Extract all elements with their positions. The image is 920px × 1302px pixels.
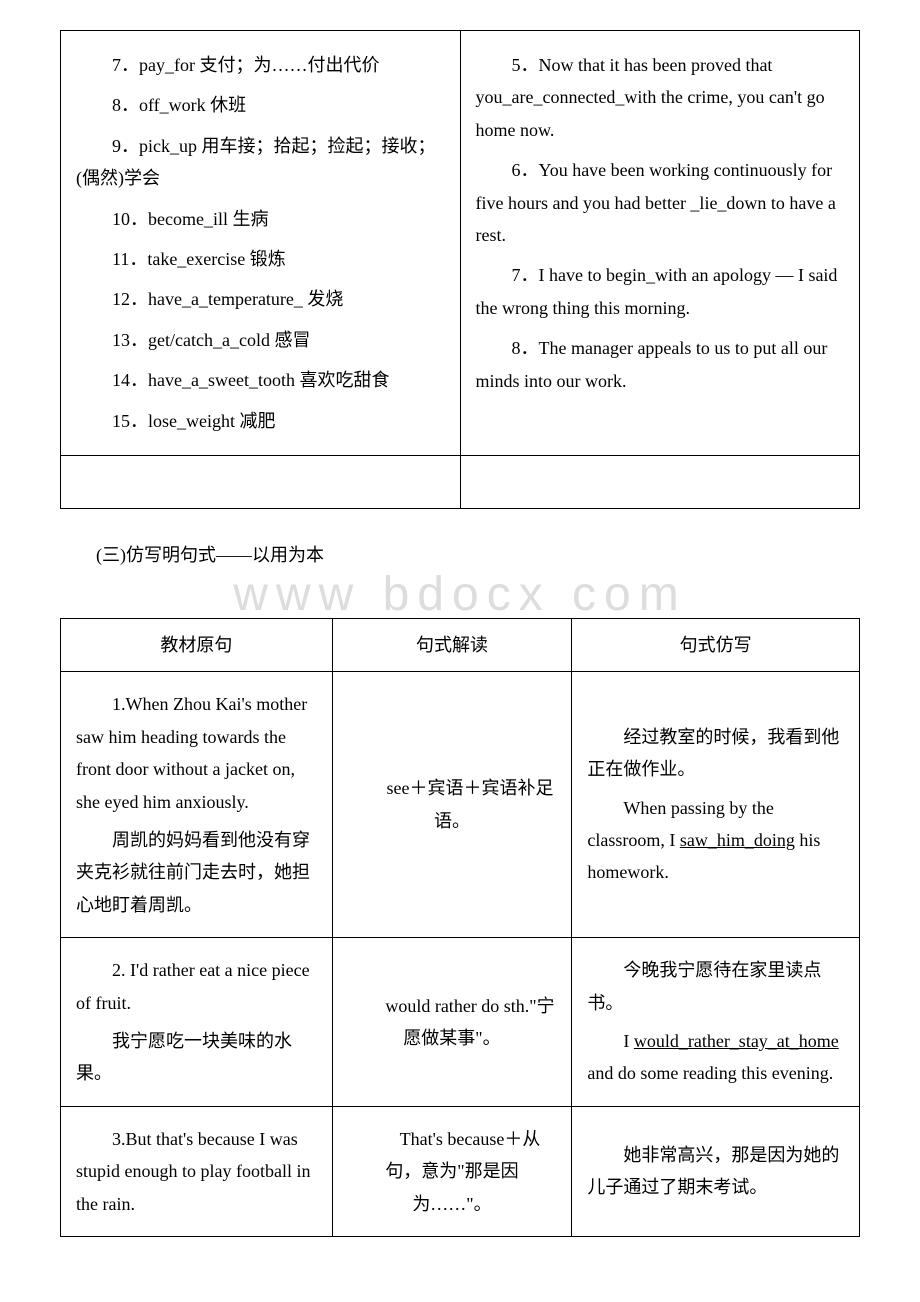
header-explain: 句式解读 bbox=[332, 619, 572, 672]
empty-cell bbox=[61, 455, 461, 508]
sentence-item: 7．I have to begin_with an apology — I sa… bbox=[476, 259, 845, 324]
original-zh: 周凯的妈妈看到他没有穿夹克衫就往前门走去时，她担心地盯着周凯。 bbox=[76, 824, 317, 921]
underlined-answer: saw_him_doing bbox=[680, 830, 795, 850]
phrase-item: 13．get/catch_a_cold 感冒 bbox=[76, 324, 445, 356]
imitate-cell: 她非常高兴，那是因为她的儿子通过了期末考试。 bbox=[572, 1106, 860, 1236]
empty-cell bbox=[460, 455, 860, 508]
imitate-cell: 今晚我宁愿待在家里读点书。 I would_rather_stay_at_hom… bbox=[572, 938, 860, 1107]
explain-cell: That's because＋从句，意为"那是因为……"。 bbox=[332, 1106, 572, 1236]
explain-text: That's because＋从句，意为"那是因为……"。 bbox=[348, 1123, 557, 1220]
original-cell: 2. I'd rather eat a nice piece of fruit.… bbox=[61, 938, 333, 1107]
header-original: 教材原句 bbox=[61, 619, 333, 672]
imitate-zh: 今晚我宁愿待在家里读点书。 bbox=[587, 954, 844, 1019]
phrase-item: 15．lose_weight 减肥 bbox=[76, 405, 445, 437]
phrase-table: 7．pay_for 支付；为……付出代价 8．off_work 休班 9．pic… bbox=[60, 30, 860, 509]
table-row: 3.But that's because I was stupid enough… bbox=[61, 1106, 860, 1236]
explain-cell: see＋宾语＋宾语补足语。 bbox=[332, 672, 572, 938]
phrase-item: 12．have_a_temperature_ 发烧 bbox=[76, 283, 445, 315]
original-en: 1.When Zhou Kai's mother saw him heading… bbox=[76, 688, 317, 818]
phrase-item: 11．take_exercise 锻炼 bbox=[76, 243, 445, 275]
explain-text: see＋宾语＋宾语补足语。 bbox=[348, 772, 557, 837]
imitate-cell: 经过教室的时候，我看到他正在做作业。 When passing by the c… bbox=[572, 672, 860, 938]
phrase-item: 9．pick_up 用车接；拾起；捡起；接收；(偶然)学会 bbox=[76, 130, 445, 195]
phrase-item: 10．become_ill 生病 bbox=[76, 203, 445, 235]
grammar-table: 教材原句 句式解读 句式仿写 1.When Zhou Kai's mother … bbox=[60, 618, 860, 1237]
original-en: 2. I'd rather eat a nice piece of fruit. bbox=[76, 954, 317, 1019]
phrase-item: 8．off_work 休班 bbox=[76, 89, 445, 121]
imitate-zh: 经过教室的时候，我看到他正在做作业。 bbox=[587, 721, 844, 786]
phrase-left-cell: 7．pay_for 支付；为……付出代价 8．off_work 休班 9．pic… bbox=[61, 31, 461, 456]
imitate-en: I would_rather_stay_at_home and do some … bbox=[587, 1025, 844, 1090]
original-en: 3.But that's because I was stupid enough… bbox=[76, 1123, 317, 1220]
phrase-right-cell: 5．Now that it has been proved that you_a… bbox=[460, 31, 860, 456]
imitate-en: When passing by the classroom, I saw_him… bbox=[587, 792, 844, 889]
table-row: 1.When Zhou Kai's mother saw him heading… bbox=[61, 672, 860, 938]
original-cell: 1.When Zhou Kai's mother saw him heading… bbox=[61, 672, 333, 938]
original-zh: 我宁愿吃一块美味的水果。 bbox=[76, 1025, 317, 1090]
explain-text: would rather do sth."宁愿做某事"。 bbox=[348, 990, 557, 1055]
explain-cell: would rather do sth."宁愿做某事"。 bbox=[332, 938, 572, 1107]
imitate-zh: 她非常高兴，那是因为她的儿子通过了期末考试。 bbox=[587, 1139, 844, 1204]
header-imitate: 句式仿写 bbox=[572, 619, 860, 672]
table-row: 2. I'd rather eat a nice piece of fruit.… bbox=[61, 938, 860, 1107]
underlined-answer: would_rather_stay_at_home bbox=[634, 1031, 839, 1051]
sentence-item: 8．The manager appeals to us to put all o… bbox=[476, 332, 845, 397]
phrase-item: 7．pay_for 支付；为……付出代价 bbox=[76, 49, 445, 81]
phrase-item: 14．have_a_sweet_tooth 喜欢吃甜食 bbox=[76, 364, 445, 396]
sentence-item: 6．You have been working continuously for… bbox=[476, 154, 845, 251]
section-title: (三)仿写明句式——以用为本 bbox=[60, 539, 860, 571]
sentence-item: 5．Now that it has been proved that you_a… bbox=[476, 49, 845, 146]
original-cell: 3.But that's because I was stupid enough… bbox=[61, 1106, 333, 1236]
